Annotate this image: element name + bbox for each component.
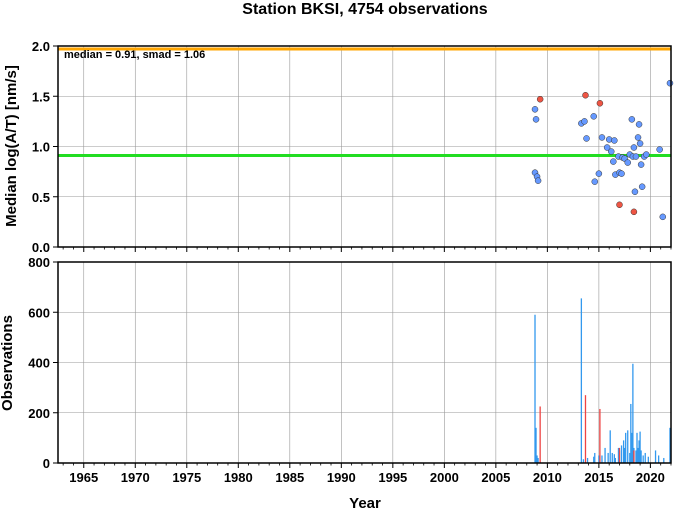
grid-lines — [58, 45, 671, 464]
scatter-point — [607, 148, 615, 155]
top-y-tick-label: 2.0 — [32, 39, 50, 54]
scatter-point — [666, 79, 674, 87]
x-tick-label: 2020 — [636, 470, 665, 485]
scatter-point — [616, 201, 623, 209]
scatter-point — [636, 140, 644, 147]
x-tick-label: 1965 — [69, 470, 98, 485]
scatter-point — [618, 170, 625, 177]
x-tick-label: 1995 — [378, 470, 407, 485]
bottom-y-tick-label: 600 — [28, 305, 50, 320]
top-y-axis-label: Median log(A/T) [nm/s] — [3, 65, 20, 227]
x-tick-label: 2005 — [481, 470, 510, 485]
top-y-tick-label: 1.0 — [32, 140, 50, 155]
bottom-y-tick-label: 200 — [28, 406, 50, 421]
scatter-point — [534, 177, 542, 184]
x-tick-label: 2015 — [584, 470, 613, 485]
x-tick-label: 2000 — [430, 470, 459, 485]
scatter-point — [591, 178, 599, 185]
scatter-point — [596, 100, 604, 107]
x-tick-label: 1990 — [327, 470, 356, 485]
bottom-y-tick-label: 800 — [28, 255, 50, 270]
tick-layer: 1965 1970 1975 1980 1985 1990 1995 2000 2005 2010… — [28, 39, 672, 485]
scatter-point — [595, 170, 603, 177]
scatter-point — [637, 161, 645, 168]
scatter-point — [611, 137, 618, 144]
x-axis-label: Year — [349, 495, 381, 511]
data-layer — [58, 47, 674, 463]
x-tick-label: 1970 — [121, 470, 150, 485]
bottom-y-tick-label: 400 — [28, 356, 50, 371]
scatter-point — [628, 116, 636, 123]
plot-frames — [57, 45, 672, 464]
bottom-y-tick-label: 0 — [43, 456, 50, 471]
x-tick-label: 1980 — [224, 470, 253, 485]
x-tick-label: 1985 — [275, 470, 304, 485]
scatter-point — [603, 144, 611, 151]
top-y-tick-label: 0.5 — [32, 190, 50, 205]
scatter-point — [583, 135, 590, 142]
scatter-point — [532, 116, 540, 123]
scatter-point — [630, 144, 638, 151]
chart-title: Station BKSI, 4754 observations — [242, 1, 488, 18]
scatter-point — [630, 208, 638, 216]
scatter-point — [590, 113, 597, 120]
scatter-point — [581, 118, 588, 125]
top-y-tick-label: 0.0 — [32, 240, 50, 255]
scatter-point — [632, 153, 640, 160]
scatter-point — [531, 106, 539, 113]
scatter-point — [643, 151, 650, 158]
bottom-y-axis-label: Observations — [0, 315, 16, 411]
scatter-point — [638, 183, 646, 190]
scatter-point — [598, 134, 606, 141]
scatter-point — [656, 146, 663, 153]
scatter-point — [631, 188, 639, 195]
scatter-point — [634, 134, 642, 141]
x-tick-label: 1975 — [172, 470, 201, 485]
x-tick-label: 2010 — [533, 470, 562, 485]
scatter-point — [635, 121, 643, 128]
scatter-point — [582, 91, 589, 99]
top-y-tick-label: 1.5 — [32, 89, 50, 104]
scatter-point — [610, 158, 617, 165]
median-annotation: median = 0.91, smad = 1.06 — [64, 49, 205, 61]
scatter-point — [536, 96, 544, 103]
scatter-point — [624, 159, 631, 166]
scatter-point — [659, 213, 667, 221]
